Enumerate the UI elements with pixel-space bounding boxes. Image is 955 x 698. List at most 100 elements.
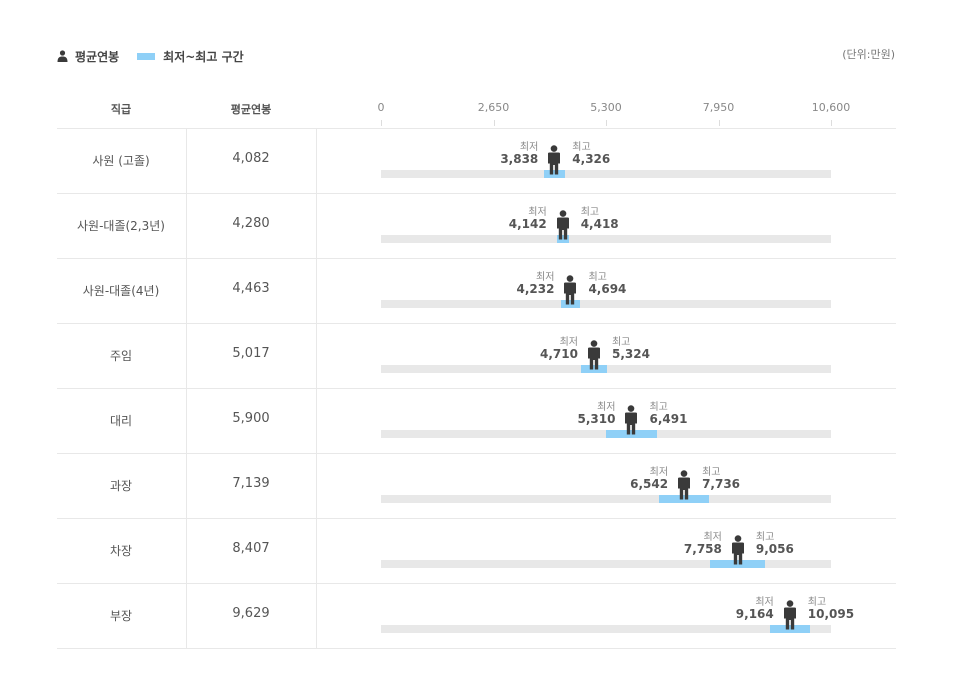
max-caption: 최고 xyxy=(807,597,827,608)
x-tick-mark xyxy=(831,120,832,126)
min-caption: 최저 xyxy=(649,467,669,478)
x-tick-label: 10,600 xyxy=(811,101,851,114)
row-rank-label: 차장 xyxy=(109,544,133,558)
min-value: 4,710 xyxy=(540,347,578,361)
max-caption: 최고 xyxy=(588,272,607,283)
min-value: 5,310 xyxy=(577,412,616,426)
avg-person-marker xyxy=(548,145,561,175)
x-tick-label: 5,300 xyxy=(590,101,622,114)
row-avg-value: 5,017 xyxy=(232,346,270,361)
range-bar xyxy=(560,300,581,308)
max-caption: 최고 xyxy=(702,467,721,478)
max-value: 6,491 xyxy=(649,412,688,426)
x-tick-mark xyxy=(381,120,382,126)
row-avg-value: 7,139 xyxy=(232,476,270,491)
row-divider xyxy=(57,648,896,649)
unit-label: (단위:만원) xyxy=(842,48,895,61)
range-bar xyxy=(556,235,569,243)
range-bar xyxy=(770,625,810,633)
x-tick-mark xyxy=(718,120,720,126)
min-value: 3,838 xyxy=(500,152,539,166)
legend-range-swatch xyxy=(137,52,156,60)
row-avg-value: 4,463 xyxy=(232,281,270,296)
legend-avg: 평균연봉 xyxy=(57,48,119,65)
legend-avg-label: 평균연봉 xyxy=(75,49,120,64)
legend-range-label: 최저~최고 구간 xyxy=(163,49,244,64)
row-divider xyxy=(57,583,896,584)
avg-person-marker xyxy=(783,600,796,630)
max-caption: 최고 xyxy=(572,142,591,153)
min-value: 4,232 xyxy=(516,282,555,296)
min-caption: 최저 xyxy=(755,597,774,608)
row-rank-label: 사원 (고졸) xyxy=(92,154,150,168)
x-tick-mark xyxy=(493,120,495,126)
row-divider xyxy=(57,518,896,519)
max-caption: 최고 xyxy=(611,337,631,348)
row-divider xyxy=(57,453,896,454)
x-tick-label: 0 xyxy=(377,101,385,114)
row-divider xyxy=(57,323,896,324)
row-avg-value: 4,082 xyxy=(232,151,270,166)
person-icon xyxy=(57,50,68,62)
min-caption: 최저 xyxy=(519,142,539,153)
min-caption: 최저 xyxy=(536,272,555,283)
row-avg-value: 8,407 xyxy=(232,541,270,556)
max-caption: 최고 xyxy=(580,207,600,218)
min-caption: 최저 xyxy=(597,402,616,413)
table-border xyxy=(57,128,896,129)
row-rank-label: 사원-대졸(4년) xyxy=(82,284,160,298)
range-bar xyxy=(606,430,657,438)
row-divider xyxy=(57,258,896,259)
avg-person-marker xyxy=(731,535,744,565)
range-track xyxy=(381,170,831,178)
range-track xyxy=(381,560,831,568)
min-caption: 최저 xyxy=(528,207,547,218)
min-value: 4,142 xyxy=(508,217,547,231)
row-rank-label: 과장 xyxy=(109,479,133,493)
avg-person-marker xyxy=(587,340,600,370)
legend-range: 최저~최고 구간 xyxy=(137,48,244,65)
x-tick-label: 7,950 xyxy=(702,101,735,114)
min-value: 7,758 xyxy=(683,542,722,556)
range-bar xyxy=(710,560,766,568)
range-track xyxy=(381,235,831,243)
max-value: 4,326 xyxy=(572,152,611,166)
min-value: 6,542 xyxy=(630,477,669,491)
range-track xyxy=(381,625,831,633)
row-avg-value: 9,629 xyxy=(232,606,270,621)
legend: 평균연봉 최저~최고 구간 xyxy=(57,46,262,66)
max-value: 4,418 xyxy=(580,217,619,231)
min-caption: 최저 xyxy=(559,337,578,348)
x-tick-mark xyxy=(606,120,607,126)
range-bar xyxy=(580,365,607,373)
range-bar xyxy=(543,170,565,178)
row-divider xyxy=(57,388,896,389)
row-avg-value: 5,900 xyxy=(232,411,270,426)
max-caption: 최고 xyxy=(649,402,668,413)
row-rank-label: 대리 xyxy=(109,414,133,428)
range-track xyxy=(381,430,831,438)
row-divider xyxy=(57,193,896,194)
row-rank-label: 사원-대졸(2,3년) xyxy=(77,219,165,233)
max-value: 7,736 xyxy=(702,477,741,491)
row-avg-value: 4,280 xyxy=(232,216,270,231)
avg-person-marker xyxy=(564,275,577,305)
row-rank-label: 부장 xyxy=(109,609,133,623)
avg-person-marker xyxy=(625,405,638,435)
header-rank: 직급 xyxy=(110,103,132,116)
max-value: 4,694 xyxy=(588,282,627,296)
max-value: 9,056 xyxy=(755,542,794,556)
row-rank-label: 주임 xyxy=(109,349,133,363)
min-caption: 최저 xyxy=(703,532,722,543)
max-caption: 최고 xyxy=(755,532,775,543)
avg-person-marker xyxy=(556,210,569,240)
range-track xyxy=(381,495,831,503)
max-value: 10,095 xyxy=(807,607,855,621)
range-track xyxy=(381,300,831,308)
x-tick-label: 2,650 xyxy=(477,101,510,114)
max-value: 5,324 xyxy=(611,347,650,361)
min-value: 9,164 xyxy=(735,607,774,621)
range-bar xyxy=(658,495,710,503)
header-avg: 평균연봉 xyxy=(230,103,272,116)
avg-person-marker xyxy=(678,470,691,500)
